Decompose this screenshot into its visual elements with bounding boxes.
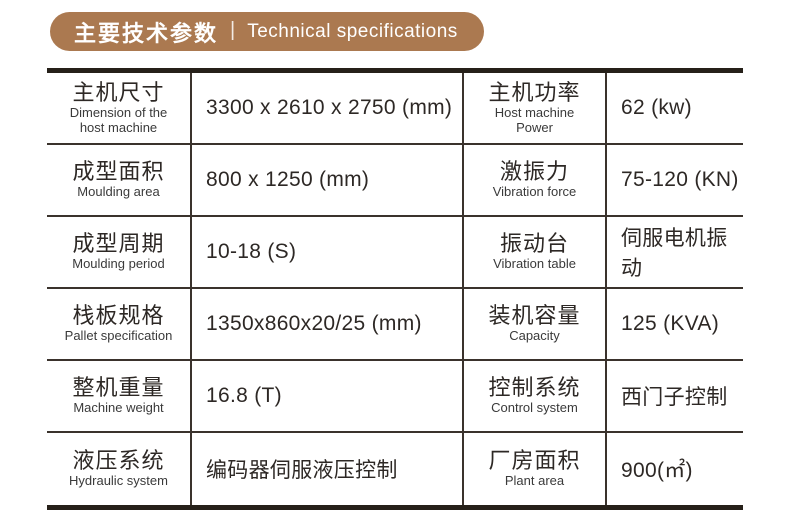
table-row: 成型面积 Moulding area 800 x 1250 (mm) 激振力 V… [47,145,743,217]
spec-value-control-system: 西门子控制 [621,386,728,409]
spec-value-vibration-table: 伺服电机振动 [621,227,728,280]
spec-label-zh: 控制系统 [488,375,581,401]
spec-label-vibration-table: 振动台 Vibration table [464,217,607,287]
table-row: 成型周期 Moulding period 10-18 (S) 振动台 Vibra… [47,217,743,289]
section-header-pill: 主要技术参数 | Technical specifications [50,12,484,51]
spec-label-zh: 成型面积 [72,159,165,185]
spec-label-zh: 厂房面积 [488,448,581,474]
spec-label-en: Moulding area [77,184,160,200]
spec-label-zh: 主机功率 [488,80,581,106]
spec-label-en: Dimension of the host machine [69,105,168,135]
spec-label-en: Vibration force [492,184,577,200]
table-row: 整机重量 Machine weight 16.8 (T) 控制系统 Contro… [47,361,743,433]
spec-label-en: Vibration table [493,256,576,272]
spec-label-en: Control system [491,400,578,416]
spec-label-pallet-specification: 栈板规格 Pallet specification [47,289,192,359]
spec-value-hydraulic-system: 编码器伺服液压控制 [192,433,464,505]
spec-label-zh: 成型周期 [72,231,165,257]
spec-label-zh: 整机重量 [72,375,165,401]
spec-label-en: Hydraulic system [69,473,168,489]
spec-label-en: Host machine Power [494,105,575,135]
spec-value-pallet-specification: 1350x860x20/25 (mm) [192,289,464,359]
spec-label-zh: 振动台 [499,231,569,257]
spec-value-moulding-area: 800 x 1250 (mm) [192,145,464,215]
spec-label-en: Capacity [509,328,560,344]
technical-specifications-table: 主机尺寸 Dimension of the host machine 3300 … [47,68,743,510]
spec-value-machine-weight: 16.8 (T) [192,361,464,431]
spec-value-vibration-force: 75-120 (KN) [621,168,739,191]
section-title-zh: 主要技术参数 [74,20,219,46]
spec-label-host-dimension: 主机尺寸 Dimension of the host machine [47,73,192,143]
table-row: 栈板规格 Pallet specification 1350x860x20/25… [47,289,743,361]
spec-label-en: Machine weight [73,400,164,416]
spec-value-host-power: 62 (kw) [621,96,692,119]
spec-label-capacity: 装机容量 Capacity [464,289,607,359]
table-row: 液压系统 Hydraulic system 编码器伺服液压控制 厂房面积 Pla… [47,433,743,505]
spec-label-zh: 装机容量 [488,303,581,329]
spec-label-zh: 液压系统 [72,448,165,474]
spec-label-zh: 主机尺寸 [72,80,165,106]
spec-label-moulding-area: 成型面积 Moulding area [47,145,192,215]
spec-label-control-system: 控制系统 Control system [464,361,607,431]
spec-label-host-power: 主机功率 Host machine Power [464,73,607,143]
section-title-en: Technical specifications [247,20,458,42]
spec-value-plant-area: 900(㎡) [621,459,693,482]
spec-label-en: Moulding period [72,256,165,272]
spec-label-hydraulic-system: 液压系统 Hydraulic system [47,433,192,505]
table-row: 主机尺寸 Dimension of the host machine 3300 … [47,73,743,145]
spec-label-zh: 激振力 [499,159,569,185]
spec-value-moulding-period: 10-18 (S) [192,217,464,287]
spec-label-machine-weight: 整机重量 Machine weight [47,361,192,431]
title-divider: | [230,19,236,41]
spec-label-en: Plant area [504,473,565,489]
spec-label-en: Pallet specification [64,328,173,344]
spec-label-vibration-force: 激振力 Vibration force [464,145,607,215]
spec-label-moulding-period: 成型周期 Moulding period [47,217,192,287]
spec-value-capacity: 125 (KVA) [621,312,720,335]
spec-label-zh: 栈板规格 [72,303,165,329]
spec-label-plant-area: 厂房面积 Plant area [464,433,607,505]
spec-value-host-dimension: 3300 x 2610 x 2750 (mm) [192,73,464,143]
